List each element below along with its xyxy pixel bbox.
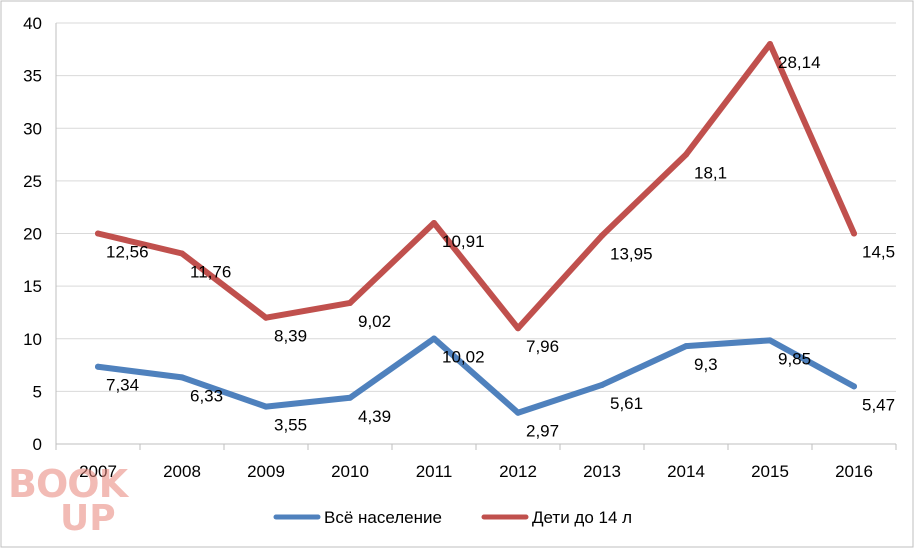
data-label: 4,39 bbox=[358, 407, 391, 426]
series-lines bbox=[95, 41, 857, 416]
data-point bbox=[683, 343, 689, 350]
data-labels: 7,34 6,33 3,55 4,39 10,02 2,97 5,61 9,3 9,85 5,47… bbox=[106, 53, 895, 441]
x-tick-label: 2013 bbox=[583, 462, 621, 481]
data-label: 5,47 bbox=[862, 395, 895, 414]
data-label: 10,91 bbox=[442, 232, 485, 251]
watermark-logo: BOOK UP bbox=[8, 462, 131, 539]
y-tick-label: 15 bbox=[23, 277, 42, 296]
series-line-1 bbox=[95, 335, 857, 416]
data-point bbox=[599, 381, 605, 388]
x-tick-label: 2011 bbox=[416, 462, 453, 481]
data-label: 7,34 bbox=[106, 376, 139, 395]
x-tick-label: 2016 bbox=[835, 462, 873, 481]
data-point bbox=[95, 230, 101, 237]
data-label: 9,85 bbox=[778, 349, 811, 368]
y-tick-label: 0 bbox=[33, 435, 42, 454]
data-point bbox=[263, 403, 269, 410]
data-point bbox=[431, 335, 437, 342]
legend-label-series-2: Дети до 14 л bbox=[532, 508, 632, 527]
data-label: 5,61 bbox=[610, 394, 643, 413]
data-point bbox=[851, 230, 857, 237]
data-point bbox=[683, 151, 689, 158]
data-point bbox=[851, 383, 857, 390]
y-tick-label: 20 bbox=[23, 225, 42, 244]
data-point bbox=[179, 374, 185, 381]
y-tick-label: 25 bbox=[23, 172, 42, 191]
data-point bbox=[515, 325, 521, 332]
legend: Всё население Дети до 14 л bbox=[273, 508, 632, 527]
data-point bbox=[95, 363, 101, 370]
x-tick-label: 2007 bbox=[79, 462, 117, 481]
legend-label-series-1: Всё население bbox=[324, 508, 442, 527]
data-label: 9,3 bbox=[694, 355, 718, 374]
y-tick-label: 35 bbox=[23, 67, 42, 86]
watermark-line-2: UP bbox=[60, 498, 116, 539]
x-tick-label: 2010 bbox=[331, 462, 369, 481]
data-label: 10,02 bbox=[442, 348, 485, 367]
data-point bbox=[599, 232, 605, 239]
data-point bbox=[347, 299, 353, 306]
data-label: 8,39 bbox=[274, 327, 307, 346]
data-point bbox=[179, 250, 185, 257]
data-point bbox=[263, 314, 269, 321]
data-point bbox=[431, 219, 437, 226]
data-label: 6,33 bbox=[190, 386, 223, 405]
data-point bbox=[767, 337, 773, 344]
y-tick-label: 40 bbox=[23, 14, 42, 33]
x-tick-label: 2014 bbox=[667, 462, 705, 481]
data-label: 12,56 bbox=[106, 243, 149, 262]
data-point bbox=[347, 394, 353, 401]
watermark-line-1: BOOK bbox=[8, 462, 130, 506]
y-tick-label: 30 bbox=[23, 119, 42, 138]
x-tick-label: 2009 bbox=[247, 462, 285, 481]
data-label: 3,55 bbox=[274, 416, 307, 435]
data-label: 13,95 bbox=[610, 245, 653, 264]
data-label: 7,96 bbox=[526, 337, 559, 356]
axes: 0 5 10 15 20 25 30 35 40 2007 2008 2009 2010 2011 2012… bbox=[23, 14, 897, 481]
data-label: 28,14 bbox=[778, 53, 821, 72]
y-tick-label: 10 bbox=[23, 330, 42, 349]
y-tick-label: 5 bbox=[33, 382, 42, 401]
data-point bbox=[767, 41, 773, 48]
x-tick-label: 2008 bbox=[163, 462, 201, 481]
x-tick-label: 2012 bbox=[499, 462, 537, 481]
series-line-2 bbox=[95, 41, 857, 332]
data-point bbox=[515, 409, 521, 416]
data-label: 11,76 bbox=[190, 262, 231, 281]
x-tick-label: 2015 bbox=[751, 462, 789, 481]
data-label: 2,97 bbox=[526, 422, 559, 441]
data-label: 18,1 bbox=[694, 164, 727, 183]
data-label: 14,5 bbox=[862, 243, 895, 262]
data-label: 9,02 bbox=[358, 312, 391, 331]
